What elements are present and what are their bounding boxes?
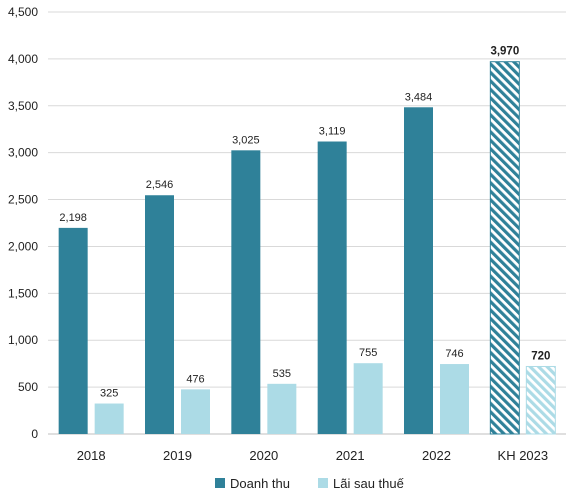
bar-l-i-sau-thu-2020 [267,383,297,434]
y-tick-label: 0 [31,427,38,441]
bar-l-i-sau-thu-2019 [181,389,210,434]
data-label-l-i-sau-thu-kh-2023: 720 [531,350,550,362]
bar-l-i-sau-thu-kh-2023 [525,365,556,435]
bar-l-i-sau-thu-2022 [440,364,469,434]
bar-l-i-sau-thu-2021 [353,363,383,434]
x-tick-label-2020: 2020 [249,448,278,463]
data-label-l-i-sau-thu-2022: 746 [445,348,463,360]
data-label-doanh-thu-2018: 2,198 [59,212,87,224]
legend-swatch-lai-sau-thue [318,478,328,488]
x-tick-label-2021: 2021 [336,448,365,463]
legend: Doanh thu Lãi sau thuế [215,476,405,491]
bars [58,61,556,435]
gridlines [48,11,566,435]
x-axis: 2018 2019 2020 2021 2022 KH 2023 [77,448,548,463]
data-label-l-i-sau-thu-2019: 476 [186,373,204,385]
y-tick-label: 3,000 [8,146,38,160]
bar-doanh-thu-2022 [404,107,433,434]
y-tick-label: 2,000 [8,239,38,253]
x-tick-label-2019: 2019 [163,448,192,463]
bar-doanh-thu-2021 [317,141,347,434]
x-tick-label-2022: 2022 [422,448,451,463]
data-label-doanh-thu-2019: 2,546 [146,179,174,191]
x-tick-label-2018: 2018 [77,448,106,463]
bar-doanh-thu-2018 [58,227,88,434]
y-tick-label: 3,500 [8,99,38,113]
x-tick-label-kh-2023: KH 2023 [498,448,549,463]
data-label-l-i-sau-thu-2020: 535 [273,368,291,380]
y-tick-label: 1,500 [8,286,38,300]
y-tick-label: 2,500 [8,193,38,207]
y-axis: 0 500 1,000 1,500 2,000 2,500 3,000 3,500 4,000 4… [8,5,38,441]
legend-label-lai-sau-thue: Lãi sau thuế [333,476,405,491]
data-label-l-i-sau-thu-2021: 755 [359,347,377,359]
bar-l-i-sau-thu-2018 [94,403,124,434]
data-label-doanh-thu-2020: 3,025 [232,134,260,146]
y-tick-label: 1,000 [8,333,38,347]
y-tick-label: 4,500 [8,5,38,19]
y-tick-label: 500 [18,380,38,394]
data-label-l-i-sau-thu-2018: 325 [100,388,118,400]
bar-doanh-thu-kh-2023 [489,61,520,435]
data-label-doanh-thu-kh-2023: 3,970 [490,46,519,58]
data-label-doanh-thu-2022: 3,484 [405,91,433,103]
legend-label-doanh-thu: Doanh thu [230,476,290,491]
bar-doanh-thu-2020 [231,150,261,435]
y-tick-label: 4,000 [8,52,38,66]
data-labels: 2,198 325 2,546 476 3,025 535 3,119 755 3,484 746… [59,46,550,400]
legend-swatch-doanh-thu [215,478,225,488]
data-label-doanh-thu-2021: 3,119 [319,126,346,138]
bar-doanh-thu-2019 [145,195,174,434]
